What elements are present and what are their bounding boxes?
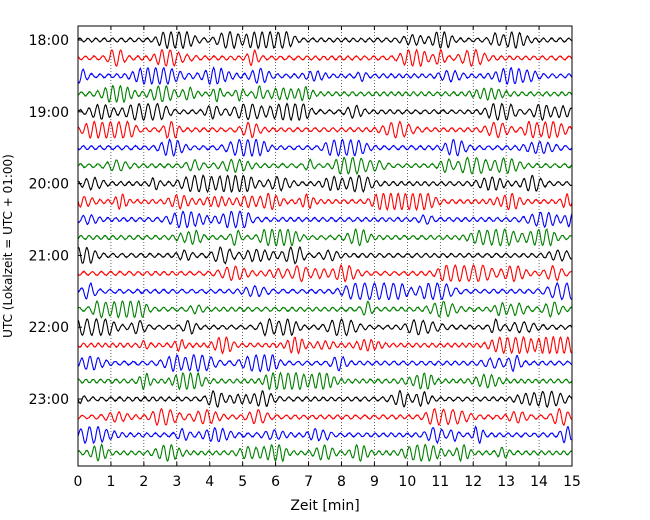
x-tick-label: 13 bbox=[497, 474, 515, 490]
trace-2100 bbox=[77, 245, 573, 265]
x-tick-label: 2 bbox=[139, 474, 148, 490]
trace-2115 bbox=[77, 263, 573, 283]
trace-1830 bbox=[77, 66, 573, 86]
trace-1945 bbox=[77, 156, 573, 175]
x-gridlines bbox=[110, 26, 540, 466]
trace-2230 bbox=[77, 354, 573, 373]
x-tick-label: 15 bbox=[563, 474, 581, 490]
x-tick-label: 1 bbox=[106, 474, 115, 490]
trace-2030 bbox=[77, 210, 573, 229]
trace-1930 bbox=[77, 138, 573, 158]
y-tick-label: 20:00 bbox=[29, 177, 69, 193]
x-tick-label: 11 bbox=[431, 474, 449, 490]
trace-2145 bbox=[77, 299, 573, 319]
seismogram-traces bbox=[77, 30, 573, 463]
trace-2130 bbox=[77, 281, 573, 301]
trace-2045 bbox=[77, 228, 573, 247]
x-tick-label: 7 bbox=[304, 474, 313, 490]
x-tick-label: 6 bbox=[271, 474, 280, 490]
x-tick-label: 9 bbox=[370, 474, 379, 490]
trace-2315 bbox=[77, 407, 573, 426]
x-tick-label: 10 bbox=[398, 474, 416, 490]
trace-1845 bbox=[77, 84, 573, 104]
trace-2200 bbox=[77, 317, 573, 337]
y-tick-label: 21:00 bbox=[29, 248, 69, 264]
y-tick-label: 23:00 bbox=[29, 392, 69, 408]
x-axis-label: Zeit [min] bbox=[290, 498, 359, 514]
trace-2345 bbox=[77, 443, 572, 463]
trace-1900 bbox=[77, 102, 573, 122]
plot-frame bbox=[77, 25, 573, 467]
trace-1915 bbox=[77, 120, 573, 140]
x-tick-label: 3 bbox=[172, 474, 181, 490]
x-tick-label: 0 bbox=[74, 474, 83, 490]
trace-2000 bbox=[77, 174, 573, 194]
x-tick-label: 5 bbox=[238, 474, 247, 490]
trace-2300 bbox=[77, 389, 573, 409]
x-tick-label: 12 bbox=[464, 474, 482, 490]
x-tick-label: 4 bbox=[205, 474, 214, 490]
y-tick-label: 19:00 bbox=[29, 105, 69, 121]
trace-2330 bbox=[77, 425, 573, 445]
y-axis-label: UTC (Lokalzeit = UTC + 01:00) bbox=[1, 154, 15, 338]
y-axis-ticks: 18:00 19:00 20:00 21:00 22:00 23:00 bbox=[29, 33, 82, 408]
trace-1800 bbox=[77, 30, 573, 50]
y-tick-label: 18:00 bbox=[29, 33, 69, 49]
trace-1815 bbox=[77, 48, 573, 68]
trace-2245 bbox=[77, 371, 573, 391]
x-axis-ticks: 0 1 2 3 4 5 6 7 8 9 10 11 12 13 14 15 bbox=[74, 26, 581, 490]
y-tick-label: 22:00 bbox=[29, 320, 69, 336]
x-tick-label: 8 bbox=[337, 474, 346, 490]
trace-2215 bbox=[77, 335, 573, 355]
x-tick-label: 14 bbox=[530, 474, 548, 490]
trace-2015 bbox=[77, 192, 573, 212]
